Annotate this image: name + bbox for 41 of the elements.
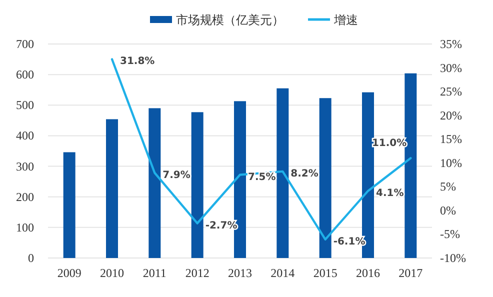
- bar: [106, 119, 118, 258]
- y2-tick-label: 35%: [440, 37, 462, 51]
- y2-tick-label: 20%: [440, 108, 462, 122]
- data-label: 31.8%: [120, 56, 155, 68]
- y-tick-label: 700: [16, 37, 34, 51]
- y-tick-label: 200: [16, 190, 34, 204]
- bar: [63, 152, 76, 258]
- bar: [404, 73, 417, 258]
- x-tick-label: 2016: [356, 266, 380, 280]
- legend-label: 市场规模（亿美元）: [176, 13, 284, 27]
- bar: [148, 108, 161, 258]
- y-tick-label: 100: [16, 220, 34, 234]
- data-label: 4.1%: [376, 188, 404, 199]
- x-tick-label: 2011: [142, 266, 166, 280]
- y-tick-label: 400: [16, 128, 34, 143]
- data-label: 7.5%: [248, 172, 276, 183]
- legend-label: 增速: [333, 13, 358, 27]
- data-label: 7.9%: [162, 170, 190, 181]
- y-tick-label: 0: [28, 251, 34, 265]
- y2-tick-label: -5%: [440, 227, 460, 242]
- bar: [191, 112, 204, 258]
- y2-tick-label: 0%: [440, 203, 456, 218]
- data-label: 8.2%: [290, 168, 318, 180]
- y2-tick-label: -10%: [440, 251, 466, 265]
- x-tick-label: 2010: [100, 266, 124, 280]
- x-tick-label: 2017: [398, 266, 423, 280]
- x-tick-label: 2012: [185, 266, 210, 280]
- y2-tick-label: 10%: [440, 156, 462, 170]
- bar: [276, 88, 289, 258]
- y-tick-label: 600: [16, 68, 34, 82]
- y2-tick-label: 30%: [440, 60, 462, 75]
- x-tick-label: 2014: [270, 266, 295, 280]
- x-tick-label: 2009: [57, 266, 82, 280]
- y2-tick-label: 5%: [440, 180, 456, 194]
- y-tick-label: 500: [16, 98, 34, 112]
- y-tick-label: 300: [16, 159, 34, 174]
- y2-tick-label: 15%: [440, 132, 462, 146]
- x-tick-label: 2015: [313, 266, 338, 280]
- x-tick-label: 2013: [228, 266, 252, 280]
- bar: [319, 98, 332, 258]
- y2-tick-label: 25%: [440, 84, 462, 99]
